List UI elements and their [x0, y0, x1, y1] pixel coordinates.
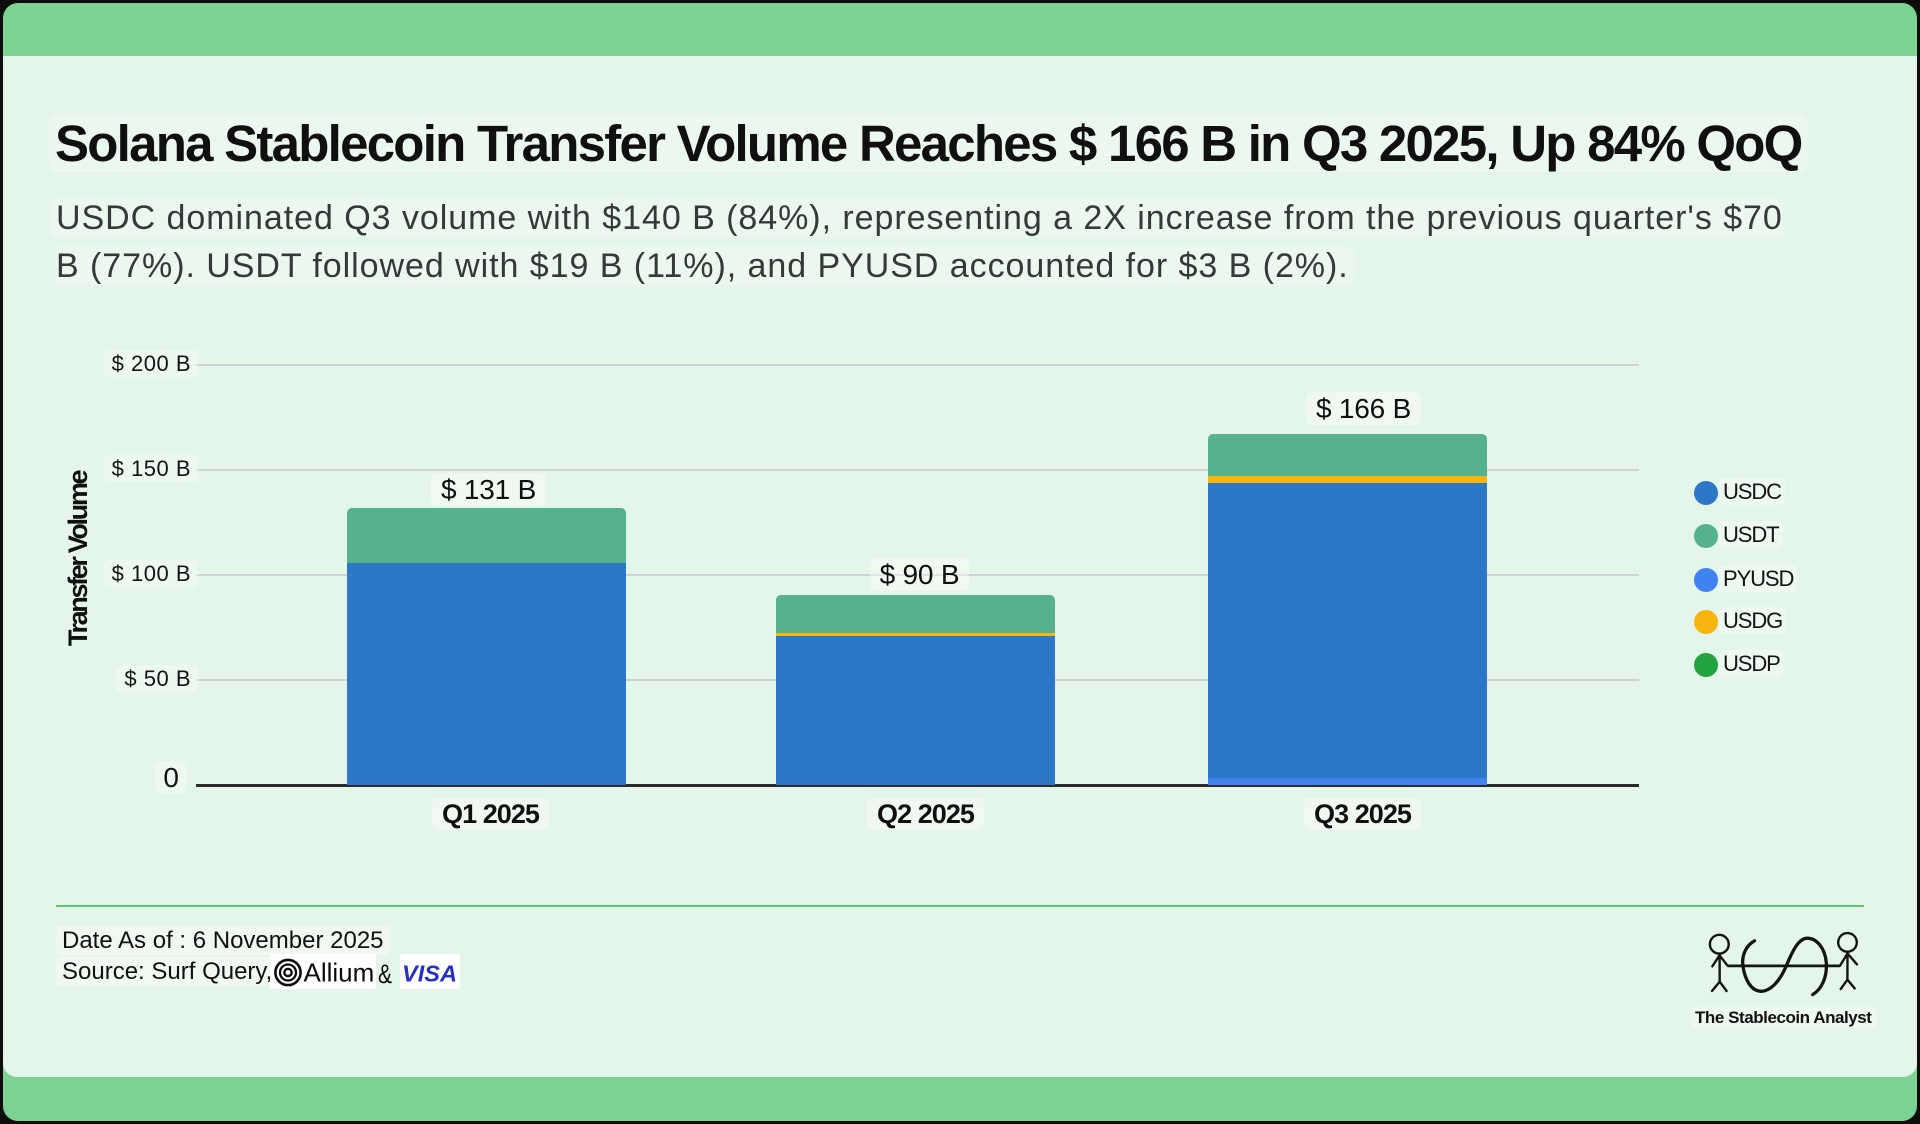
- svg-text:Allium: Allium: [304, 958, 375, 988]
- svg-text:&: &: [378, 959, 392, 989]
- svg-text:VISA: VISA: [402, 961, 457, 987]
